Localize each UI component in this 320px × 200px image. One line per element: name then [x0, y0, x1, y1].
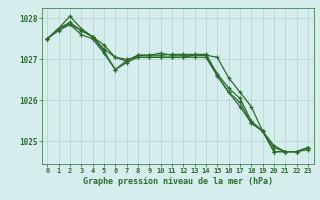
X-axis label: Graphe pression niveau de la mer (hPa): Graphe pression niveau de la mer (hPa) — [83, 177, 273, 186]
